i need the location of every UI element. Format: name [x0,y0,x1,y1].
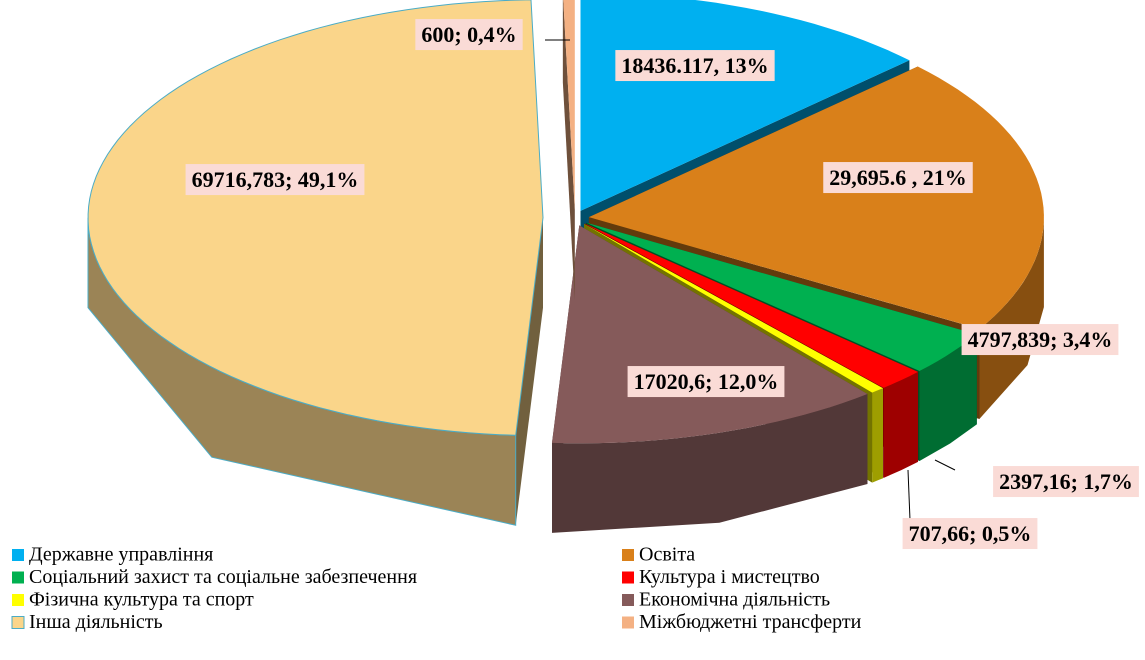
slice-top [586,222,977,371]
legend-marker [12,549,24,561]
legend-marker [12,571,24,584]
data-label: 2397,16; 1,7% [999,469,1133,494]
slice-top [87,0,544,436]
legend-marker [622,549,634,561]
label-background [185,164,365,196]
slice-top [584,223,918,388]
legend-marker [622,616,634,629]
slice-cut-face [515,217,544,526]
legend-label: Культура і мистецтво [639,566,820,588]
data-label: 29,695.6 , 21% [829,165,967,190]
legend-label: Фізична культура та спорт [29,589,254,611]
slice-cut-face [562,0,575,301]
label-background [823,162,973,194]
slice-top [588,66,1044,329]
data-label: 600; 0,4% [421,22,516,47]
leader-line [934,459,956,471]
legend-label: Міжбюджетні трансферти [639,611,862,633]
label-background [902,518,1038,550]
pie-slice [562,0,575,301]
slice-top [584,223,883,393]
leader-line [907,469,911,521]
legend-label: Інша діяльність [29,611,163,633]
legend-marker [11,616,25,629]
label-background [627,366,785,398]
legend-label: Економічна діяльність [639,589,830,611]
label-background [615,50,775,82]
label-background [993,466,1139,498]
legend-marker [12,594,24,606]
data-label: 69716,783; 49,1% [192,167,359,192]
slice-side [919,334,977,461]
data-label: 18436.117, 13% [621,53,768,78]
legend-marker [622,594,634,606]
legend-label: Соціальний захист та соціальне забезпече… [29,566,417,588]
label-background [961,324,1119,356]
label-background [415,19,523,51]
slice-side [883,371,918,478]
legend-label: Державне управління [29,544,213,566]
slice-side [872,388,883,483]
pie-slice [87,0,544,526]
legend-marker [622,571,634,584]
slice-side [979,217,1044,419]
slice-side [552,394,868,533]
data-label: 17020,6; 12,0% [634,369,779,394]
legend-label: Освіта [639,544,695,566]
slice-top [563,0,575,211]
data-label: 4797,839; 3,4% [968,327,1113,352]
data-label: 707,66; 0,5% [909,521,1032,546]
